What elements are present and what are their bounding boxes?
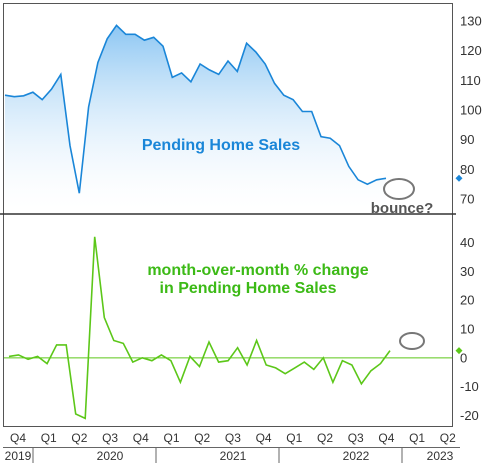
x-quarter-label: Q4 <box>10 431 26 445</box>
y-tick-label: -10 <box>460 379 479 394</box>
bottom-panel-title-line-1: month-over-month % change <box>147 262 368 279</box>
x-quarter-label: Q1 <box>163 431 179 445</box>
mom-change-line <box>8 236 391 420</box>
y-tick-label: 90 <box>460 132 474 147</box>
x-year-label: 2020 <box>97 449 124 463</box>
bounce-circle <box>383 178 415 200</box>
top-y-axis: 70 80 90 100 110 120 130 <box>460 13 482 206</box>
bottom-y-axis: 40 30 20 10 0 -10 -20 <box>460 235 479 423</box>
x-quarter-label: Q4 <box>378 431 394 445</box>
x-year-label: 2021 <box>220 449 247 463</box>
top-panel-title: Pending Home Sales <box>142 137 300 154</box>
x-quarter-label: Q1 <box>286 431 302 445</box>
x-quarter-label: Q3 <box>225 431 241 445</box>
pending-home-sales-area <box>5 25 386 209</box>
x-quarter-label: Q3 <box>102 431 118 445</box>
x-quarter-label: Q1 <box>41 431 57 445</box>
bottom-panel: 40 30 20 10 0 -10 -20 month-over-month % chang… <box>4 235 479 423</box>
y-tick-label: 10 <box>460 322 474 337</box>
y-tick-label: 30 <box>460 264 474 279</box>
x-quarter-label: Q1 <box>409 431 425 445</box>
uptick-circle <box>399 332 425 350</box>
x-quarter-label: Q2 <box>194 431 210 445</box>
x-year-label: 2023 <box>427 449 454 463</box>
y-tick-label: 40 <box>460 235 474 250</box>
top-panel: 70 80 90 100 110 120 130 Pending Home Sales bo… <box>4 13 482 217</box>
x-quarter-label: Q4 <box>133 431 149 445</box>
bounce-annotation: bounce? <box>371 200 434 217</box>
y-tick-label: 70 <box>460 192 474 207</box>
pending-home-sales-line <box>4 24 387 194</box>
y-tick-label: 110 <box>460 73 481 88</box>
x-quarter-label: Q2 <box>317 431 333 445</box>
x-axis: Q4 Q1 Q2 Q3 Q4 Q1 Q2 Q3 Q4 Q1 Q2 Q3 Q4 Q1 Q2 2019 2020 20… <box>5 431 456 463</box>
last-value-marker-bottom <box>455 347 463 355</box>
x-quarter-label: Q4 <box>256 431 272 445</box>
y-tick-label: 100 <box>460 103 482 118</box>
y-tick-label: 80 <box>460 162 474 177</box>
y-tick-label: 130 <box>460 13 482 28</box>
plot-frame <box>3 3 453 427</box>
x-quarter-label: Q3 <box>348 431 364 445</box>
x-year-label: 2019 <box>5 449 32 463</box>
x-quarter-label: Q2 <box>440 431 456 445</box>
last-value-marker-top <box>455 174 463 182</box>
bottom-panel-title-line-2: in Pending Home Sales <box>160 280 337 297</box>
x-year-label: 2022 <box>343 449 370 463</box>
y-tick-label: 20 <box>460 293 474 308</box>
y-tick-label: 120 <box>460 43 482 58</box>
x-quarter-label: Q2 <box>71 431 87 445</box>
y-tick-label: 0 <box>460 350 467 365</box>
y-tick-label: -20 <box>460 408 479 423</box>
